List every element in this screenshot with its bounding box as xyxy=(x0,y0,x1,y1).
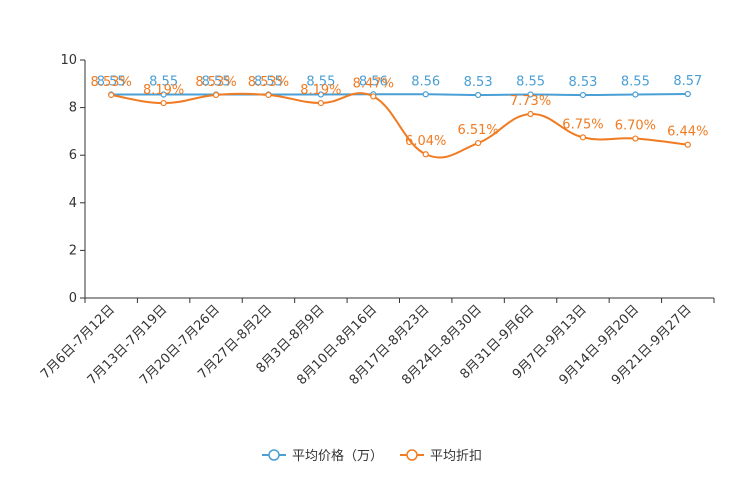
legend-marker-icon xyxy=(406,449,418,461)
data-point xyxy=(632,135,639,142)
legend-marker-icon xyxy=(268,449,280,461)
data-point xyxy=(265,91,272,99)
data-point xyxy=(475,139,482,147)
data-point xyxy=(579,134,587,141)
data-label: 8.57 xyxy=(673,74,702,89)
data-label: 8.53 xyxy=(568,75,597,90)
chart-axes: 02468107月6日-7月12日7月13日-7月19日7月20日-7月26日7… xyxy=(38,53,715,388)
data-label: 8.53% xyxy=(91,75,132,90)
data-point xyxy=(527,91,534,98)
data-point xyxy=(422,91,429,98)
data-point xyxy=(160,99,167,107)
y-tick-label: 4 xyxy=(69,196,77,211)
legend-item-1[interactable]: 平均价格（万） xyxy=(262,448,383,464)
y-tick-label: 0 xyxy=(69,291,77,306)
data-point xyxy=(160,91,167,98)
data-label: 8.55 xyxy=(97,75,126,90)
data-point xyxy=(370,93,377,100)
data-label: 8.19% xyxy=(143,83,184,98)
data-label: 8.55 xyxy=(202,75,231,90)
data-point xyxy=(317,91,324,98)
data-label: 6.75% xyxy=(562,117,603,132)
data-label: 8.53% xyxy=(248,75,289,90)
legend-label: 平均价格（万） xyxy=(292,448,383,464)
data-label: 6.44% xyxy=(667,125,708,140)
data-point xyxy=(317,99,324,107)
legend-label: 平均折扣 xyxy=(430,449,482,464)
chart-series xyxy=(108,90,691,159)
y-tick-label: 2 xyxy=(69,243,77,258)
data-label: 8.56 xyxy=(359,74,388,89)
data-point xyxy=(475,91,482,99)
y-tick-label: 8 xyxy=(69,101,77,116)
data-label: 8.55 xyxy=(621,75,650,90)
data-label: 8.53% xyxy=(195,75,236,90)
data-label: 7.73% xyxy=(510,94,551,109)
data-label: 8.56 xyxy=(411,74,440,89)
data-label: 8.55 xyxy=(516,75,545,90)
data-label: 6.04% xyxy=(405,134,446,149)
data-point xyxy=(684,90,691,98)
data-label: 8.19% xyxy=(300,83,341,98)
data-label: 8.55 xyxy=(254,75,283,90)
y-tick-label: 6 xyxy=(69,148,77,163)
data-point xyxy=(684,141,691,148)
chart-data-labels: 8.55 8.55 8.55 8.55 8.55 8.56 8.56 8.53 8.55 8.53… xyxy=(91,74,709,149)
data-label: 8.55 xyxy=(149,75,178,90)
data-point xyxy=(212,91,220,99)
data-point xyxy=(579,91,587,99)
data-label: 6.51% xyxy=(457,123,498,138)
data-point xyxy=(527,110,534,118)
y-tick-label: 10 xyxy=(60,53,77,68)
data-label: 8.55 xyxy=(306,75,335,90)
data-point xyxy=(422,151,429,158)
data-label: 8.53 xyxy=(464,75,493,90)
series-line-1 xyxy=(111,93,688,96)
chart-legend[interactable]: 平均价格（万） 平均折扣 xyxy=(262,448,482,464)
data-point xyxy=(632,91,639,98)
data-point xyxy=(108,91,115,99)
legend-item-2[interactable]: 平均折扣 xyxy=(400,449,482,464)
data-label: 8.47% xyxy=(353,76,394,91)
data-label: 6.70% xyxy=(615,119,656,134)
